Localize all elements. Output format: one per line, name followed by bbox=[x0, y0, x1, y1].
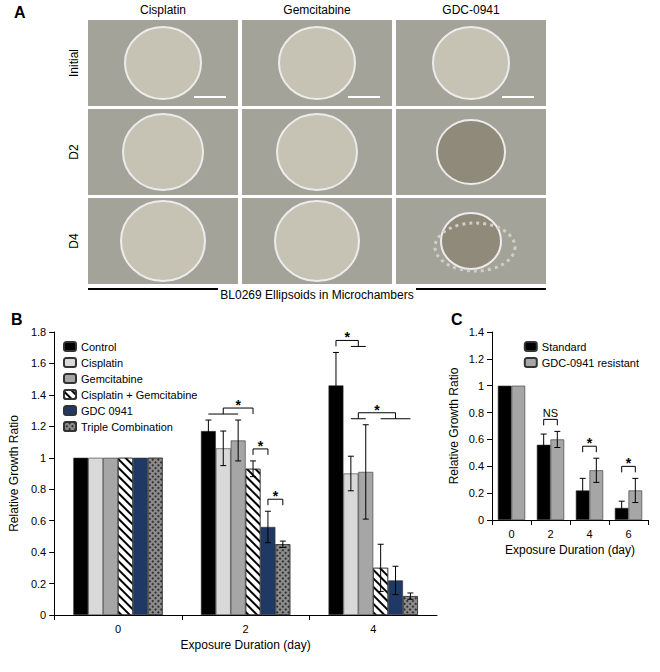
svg-text:GDC 0941: GDC 0941 bbox=[81, 405, 133, 417]
svg-text:0.6: 0.6 bbox=[469, 433, 484, 445]
svg-text:0.2: 0.2 bbox=[31, 578, 46, 590]
svg-text:Cisplatin: Cisplatin bbox=[140, 3, 186, 17]
svg-text:1.2: 1.2 bbox=[31, 420, 46, 432]
svg-text:D4: D4 bbox=[67, 233, 81, 249]
svg-text:4: 4 bbox=[370, 623, 376, 635]
svg-text:0: 0 bbox=[40, 609, 46, 621]
svg-text:Relative Growth Ratio: Relative Growth Ratio bbox=[7, 415, 21, 532]
svg-text:0: 0 bbox=[115, 623, 121, 635]
svg-text:1.4: 1.4 bbox=[469, 326, 484, 338]
svg-text:4: 4 bbox=[586, 528, 592, 540]
svg-text:0: 0 bbox=[508, 528, 514, 540]
svg-text:0.8: 0.8 bbox=[469, 407, 484, 419]
svg-text:Gemcitabine: Gemcitabine bbox=[81, 373, 143, 385]
svg-text:A: A bbox=[14, 4, 26, 21]
svg-text:0.6: 0.6 bbox=[31, 515, 46, 527]
svg-text:*: * bbox=[374, 402, 380, 418]
svg-text:GDC-0941: GDC-0941 bbox=[442, 3, 500, 17]
svg-text:Exposure Duration (day): Exposure Duration (day) bbox=[505, 543, 635, 557]
svg-text:*: * bbox=[587, 435, 593, 451]
svg-text:Gemcitabine: Gemcitabine bbox=[283, 3, 351, 17]
svg-text:0.4: 0.4 bbox=[469, 460, 484, 472]
svg-text:6: 6 bbox=[625, 528, 631, 540]
svg-text:NS: NS bbox=[543, 407, 558, 419]
svg-text:BL0269 Ellipsoids in Microcham: BL0269 Ellipsoids in Microchambers bbox=[220, 288, 413, 302]
svg-text:1.4: 1.4 bbox=[31, 389, 46, 401]
svg-text:Triple Combination: Triple Combination bbox=[81, 421, 173, 433]
svg-text:B: B bbox=[11, 311, 23, 328]
svg-text:*: * bbox=[273, 488, 279, 504]
svg-text:2: 2 bbox=[547, 528, 553, 540]
svg-text:1.8: 1.8 bbox=[31, 326, 46, 338]
svg-text:Control: Control bbox=[81, 341, 116, 353]
svg-text:GDC-0941 resistant: GDC-0941 resistant bbox=[542, 357, 639, 369]
svg-text:*: * bbox=[235, 397, 241, 413]
svg-text:0: 0 bbox=[478, 514, 484, 526]
svg-text:Relative Growth Ratio: Relative Growth Ratio bbox=[447, 367, 461, 484]
svg-text:D2: D2 bbox=[67, 144, 81, 160]
svg-text:Initial: Initial bbox=[67, 49, 81, 77]
svg-text:Standard: Standard bbox=[542, 341, 587, 353]
svg-text:Cisplatin + Gemcitabine: Cisplatin + Gemcitabine bbox=[81, 389, 197, 401]
svg-text:Cisplatin: Cisplatin bbox=[81, 357, 123, 369]
svg-text:0.2: 0.2 bbox=[469, 487, 484, 499]
svg-text:0.8: 0.8 bbox=[31, 483, 46, 495]
svg-text:*: * bbox=[344, 329, 350, 345]
svg-text:*: * bbox=[258, 438, 264, 454]
svg-text:1.6: 1.6 bbox=[31, 357, 46, 369]
svg-text:*: * bbox=[626, 455, 632, 471]
svg-text:C: C bbox=[451, 311, 463, 328]
svg-text:Exposure Duration (day): Exposure Duration (day) bbox=[181, 638, 311, 652]
svg-text:1: 1 bbox=[478, 380, 484, 392]
svg-text:1.2: 1.2 bbox=[469, 353, 484, 365]
svg-text:1: 1 bbox=[40, 452, 46, 464]
svg-text:2: 2 bbox=[243, 623, 249, 635]
svg-text:0.4: 0.4 bbox=[31, 546, 46, 558]
